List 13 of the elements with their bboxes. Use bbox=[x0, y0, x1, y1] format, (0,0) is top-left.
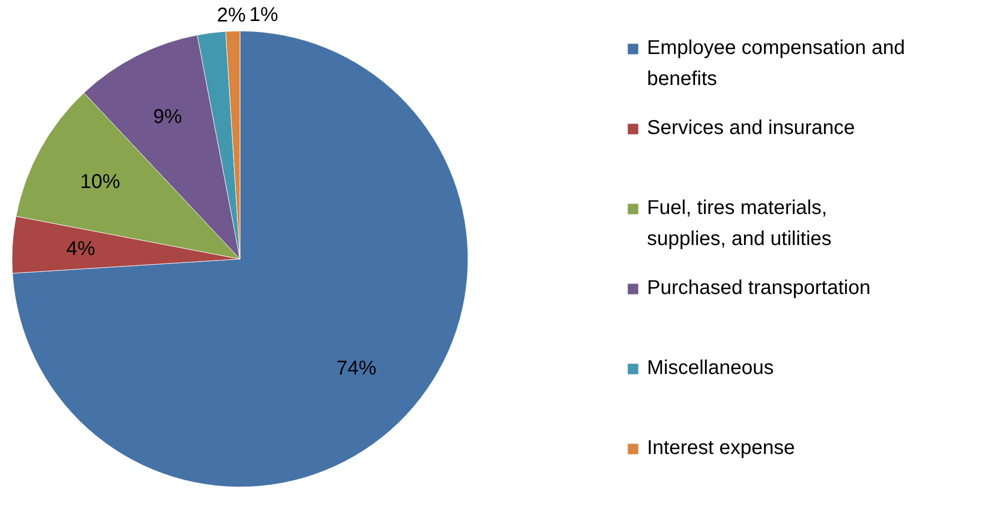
data-label: 10% bbox=[80, 171, 120, 194]
data-label: 74% bbox=[336, 357, 377, 380]
data-label: 9% bbox=[153, 106, 182, 128]
legend-label: Purchased transportation bbox=[647, 277, 870, 299]
legend-label: Fuel, tires materials, supplies, and utilities bbox=[647, 197, 832, 250]
data-label: 1% bbox=[249, 4, 278, 26]
data-label: 2% bbox=[216, 4, 246, 26]
legend-label: Services and insurance bbox=[647, 117, 855, 139]
legend-label: Employee compensation and benefits bbox=[647, 37, 905, 90]
legend-label: Miscellaneous bbox=[647, 357, 774, 379]
data-label: 4% bbox=[66, 238, 96, 260]
pie-slice bbox=[12, 30, 468, 488]
legend-label: Interest expense bbox=[647, 437, 795, 459]
